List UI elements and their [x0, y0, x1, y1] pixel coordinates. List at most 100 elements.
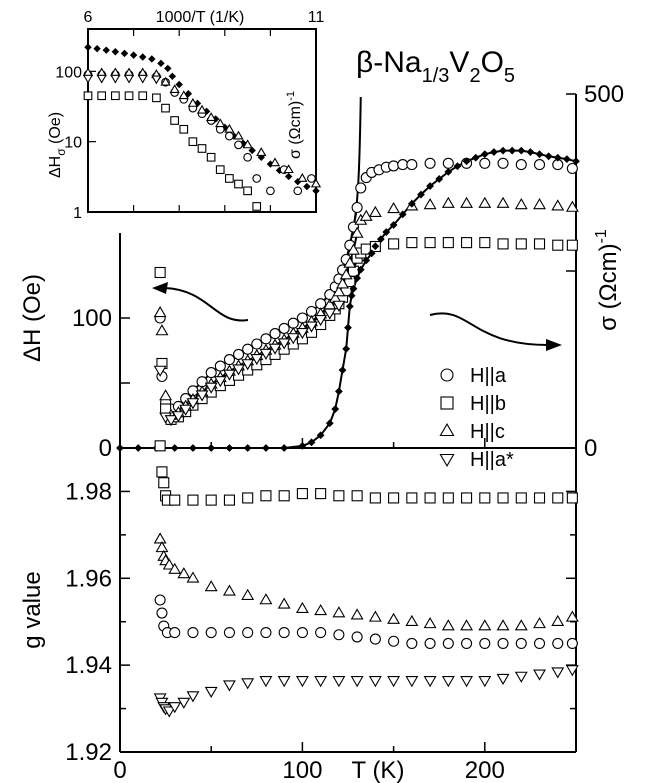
- g-point-ha-star: [387, 676, 401, 688]
- point-ha: [388, 160, 400, 172]
- inset-point-hc: [242, 139, 253, 149]
- point-hc: [423, 198, 437, 210]
- g-point-hb: [388, 492, 400, 504]
- legend: H||a H||b H||c H||a*: [439, 365, 514, 471]
- point-ha: [533, 159, 546, 171]
- g-point-ha: [351, 631, 363, 643]
- point-sigma: [342, 344, 351, 353]
- inset-point-hb: [97, 91, 107, 101]
- point-ha: [351, 201, 363, 214]
- point-sigma: [572, 157, 580, 166]
- point-ha-star: [153, 365, 167, 377]
- g-point-hc: [551, 614, 565, 627]
- g-point-ha: [156, 607, 168, 619]
- g-point-ha: [424, 637, 436, 649]
- g-point-ha: [406, 637, 418, 649]
- point-ha: [242, 343, 254, 355]
- inset-point-sigma: [184, 90, 193, 98]
- g-point-hc: [259, 593, 273, 605]
- inset-point-ha-star: [110, 74, 121, 84]
- g-point-hb: [333, 490, 345, 502]
- legend-marker-ha-star: [439, 453, 455, 467]
- point-hb: [406, 237, 418, 249]
- g-point-hc: [295, 601, 309, 613]
- inset-point-ha: [266, 186, 275, 196]
- chart-title: β-Na1/3V2O5: [356, 46, 515, 87]
- inset-y-tick-label: 1: [73, 205, 82, 222]
- g-point-hc: [186, 571, 200, 583]
- g-point-ha-star: [314, 676, 328, 688]
- point-hc: [350, 226, 364, 238]
- point-hc: [478, 196, 492, 208]
- inset-point-ha: [243, 152, 252, 162]
- point-sigma: [389, 221, 398, 229]
- inset-point-sigma: [111, 48, 120, 56]
- point-sigma: [535, 150, 544, 159]
- inset-point-sigma: [148, 55, 156, 63]
- g-point-ha-star: [551, 667, 565, 679]
- inset-point-sigma: [84, 43, 92, 51]
- g-point-ha-star: [423, 676, 437, 688]
- inset-x-tick-label: 6: [84, 9, 93, 26]
- inset-point-hc: [224, 123, 235, 133]
- inset-x-tick-label: 11: [308, 9, 325, 26]
- point-sigma: [398, 210, 407, 219]
- point-hc: [387, 201, 401, 214]
- g-point-hc: [168, 562, 182, 574]
- point-ha-star: [179, 404, 193, 416]
- legend-label-ha: H||a: [470, 365, 507, 387]
- g-point-hc: [368, 610, 382, 622]
- g-point-hb: [566, 492, 578, 504]
- g-point-ha: [479, 637, 491, 649]
- inset-point-sigma: [164, 64, 172, 73]
- inset-y-axis-label: ΔHσ (Oe): [47, 112, 68, 178]
- inset-point-hb: [170, 116, 179, 125]
- inset-point-hc: [196, 104, 208, 114]
- y-tick-label: 100: [72, 305, 112, 332]
- point-sigma: [345, 302, 354, 311]
- y-tick-label: 0: [99, 435, 112, 462]
- inset-point-ha-star: [123, 74, 135, 84]
- g-point-hb: [315, 488, 327, 500]
- inset-x-axis-label: 1000/T (1/K): [156, 9, 245, 26]
- point-ha: [278, 322, 290, 334]
- point-sigma: [526, 148, 535, 156]
- legend-marker-hb: [440, 396, 454, 410]
- inset-point-ha: [234, 140, 243, 150]
- point-hc: [533, 198, 546, 210]
- g-point-hc: [241, 588, 255, 600]
- point-sigma: [453, 162, 462, 171]
- arrow-left-head: [152, 282, 168, 294]
- g-point-ha: [315, 627, 327, 639]
- inset-point-hb: [83, 91, 93, 101]
- point-ha: [424, 157, 436, 169]
- point-hc: [339, 268, 353, 280]
- g-point-hb: [156, 466, 168, 478]
- g-point-hc: [533, 617, 546, 629]
- point-sigma: [356, 265, 365, 274]
- point-hc: [441, 196, 455, 208]
- data-marks: [82, 43, 580, 718]
- inset-point-hc: [269, 157, 281, 167]
- g-point-ha-star: [177, 697, 191, 709]
- legend-label-hb: H||b: [470, 393, 506, 415]
- point-sigma: [562, 155, 571, 164]
- g-point-hb: [158, 477, 170, 489]
- g-point-hc: [177, 567, 191, 579]
- point-ha: [269, 328, 281, 340]
- arrow-right-head: [546, 339, 562, 351]
- legend-marker-hc: [439, 423, 455, 437]
- g-point-ha-star: [162, 706, 176, 718]
- point-ha-star: [171, 411, 185, 423]
- g-point-hb: [296, 488, 308, 500]
- point-sigma: [331, 405, 340, 413]
- inset-point-sigma: [139, 53, 147, 61]
- legend-label-ha-star: H||a*: [470, 449, 514, 471]
- point-hb: [552, 239, 564, 251]
- inset-point-hc: [310, 178, 322, 188]
- point-ha-star: [232, 364, 246, 376]
- g-point-hc: [332, 606, 346, 618]
- point-hc: [332, 285, 346, 297]
- point-sigma: [376, 235, 385, 244]
